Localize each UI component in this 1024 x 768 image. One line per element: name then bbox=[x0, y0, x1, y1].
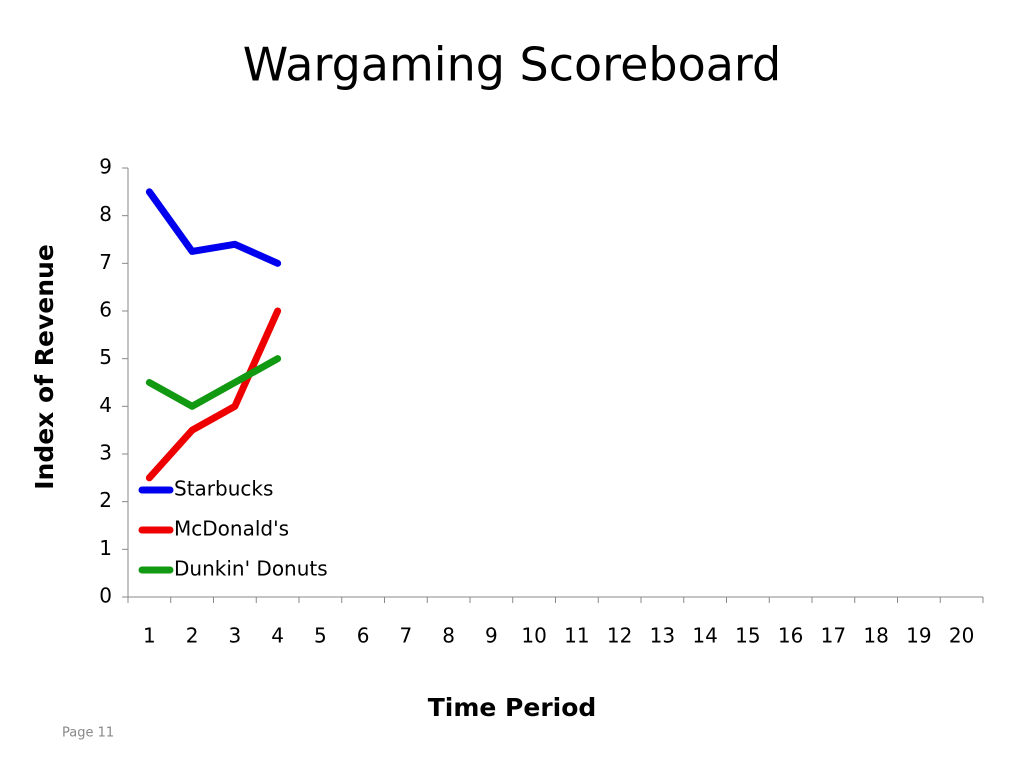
y-tick-label: 6 bbox=[99, 298, 112, 322]
page-number: Page 11 bbox=[62, 726, 114, 741]
y-axis-label: Index of Revenue bbox=[30, 244, 59, 490]
x-tick-label: 10 bbox=[521, 624, 546, 648]
x-tick-label: 18 bbox=[863, 624, 888, 648]
x-tick-label: 1 bbox=[143, 624, 156, 648]
series-line bbox=[145, 355, 282, 410]
x-tick-label: 3 bbox=[229, 624, 242, 648]
x-tick-label: 16 bbox=[778, 624, 803, 648]
legend-label: Dunkin' Donuts bbox=[174, 557, 328, 581]
x-tick-label: 9 bbox=[485, 624, 498, 648]
x-tick-label: 12 bbox=[607, 624, 632, 648]
y-tick-label: 2 bbox=[99, 488, 112, 512]
y-tick-label: 1 bbox=[99, 536, 112, 560]
series-line bbox=[145, 307, 282, 482]
x-tick-label: 15 bbox=[735, 624, 760, 648]
y-tick-label: 0 bbox=[99, 584, 112, 608]
y-tick-label: 7 bbox=[99, 250, 112, 274]
x-tick-label: 7 bbox=[400, 624, 413, 648]
x-tick-label: 5 bbox=[314, 624, 327, 648]
legend-label: McDonald's bbox=[174, 517, 289, 541]
x-tick-label: 17 bbox=[821, 624, 846, 648]
y-tick-label: 4 bbox=[99, 393, 112, 417]
x-tick-label: 14 bbox=[692, 624, 717, 648]
x-tick-label: 8 bbox=[442, 624, 455, 648]
x-axis-label: Time Period bbox=[428, 693, 597, 722]
series-line bbox=[145, 188, 282, 267]
x-tick-label: 13 bbox=[650, 624, 675, 648]
x-tick-label: 19 bbox=[906, 624, 931, 648]
y-tick-label: 5 bbox=[99, 345, 112, 369]
chart-title: Wargaming Scoreboard bbox=[243, 38, 781, 92]
x-tick-label: 6 bbox=[357, 624, 370, 648]
x-tick-label: 4 bbox=[271, 624, 284, 648]
x-tick-label: 20 bbox=[949, 624, 974, 648]
x-tick-label: 11 bbox=[564, 624, 589, 648]
y-tick-label: 3 bbox=[99, 441, 112, 465]
x-tick-label: 2 bbox=[186, 624, 199, 648]
legend-label: Starbucks bbox=[174, 477, 273, 501]
y-tick-label: 8 bbox=[99, 202, 112, 226]
y-tick-label: 9 bbox=[99, 155, 112, 179]
